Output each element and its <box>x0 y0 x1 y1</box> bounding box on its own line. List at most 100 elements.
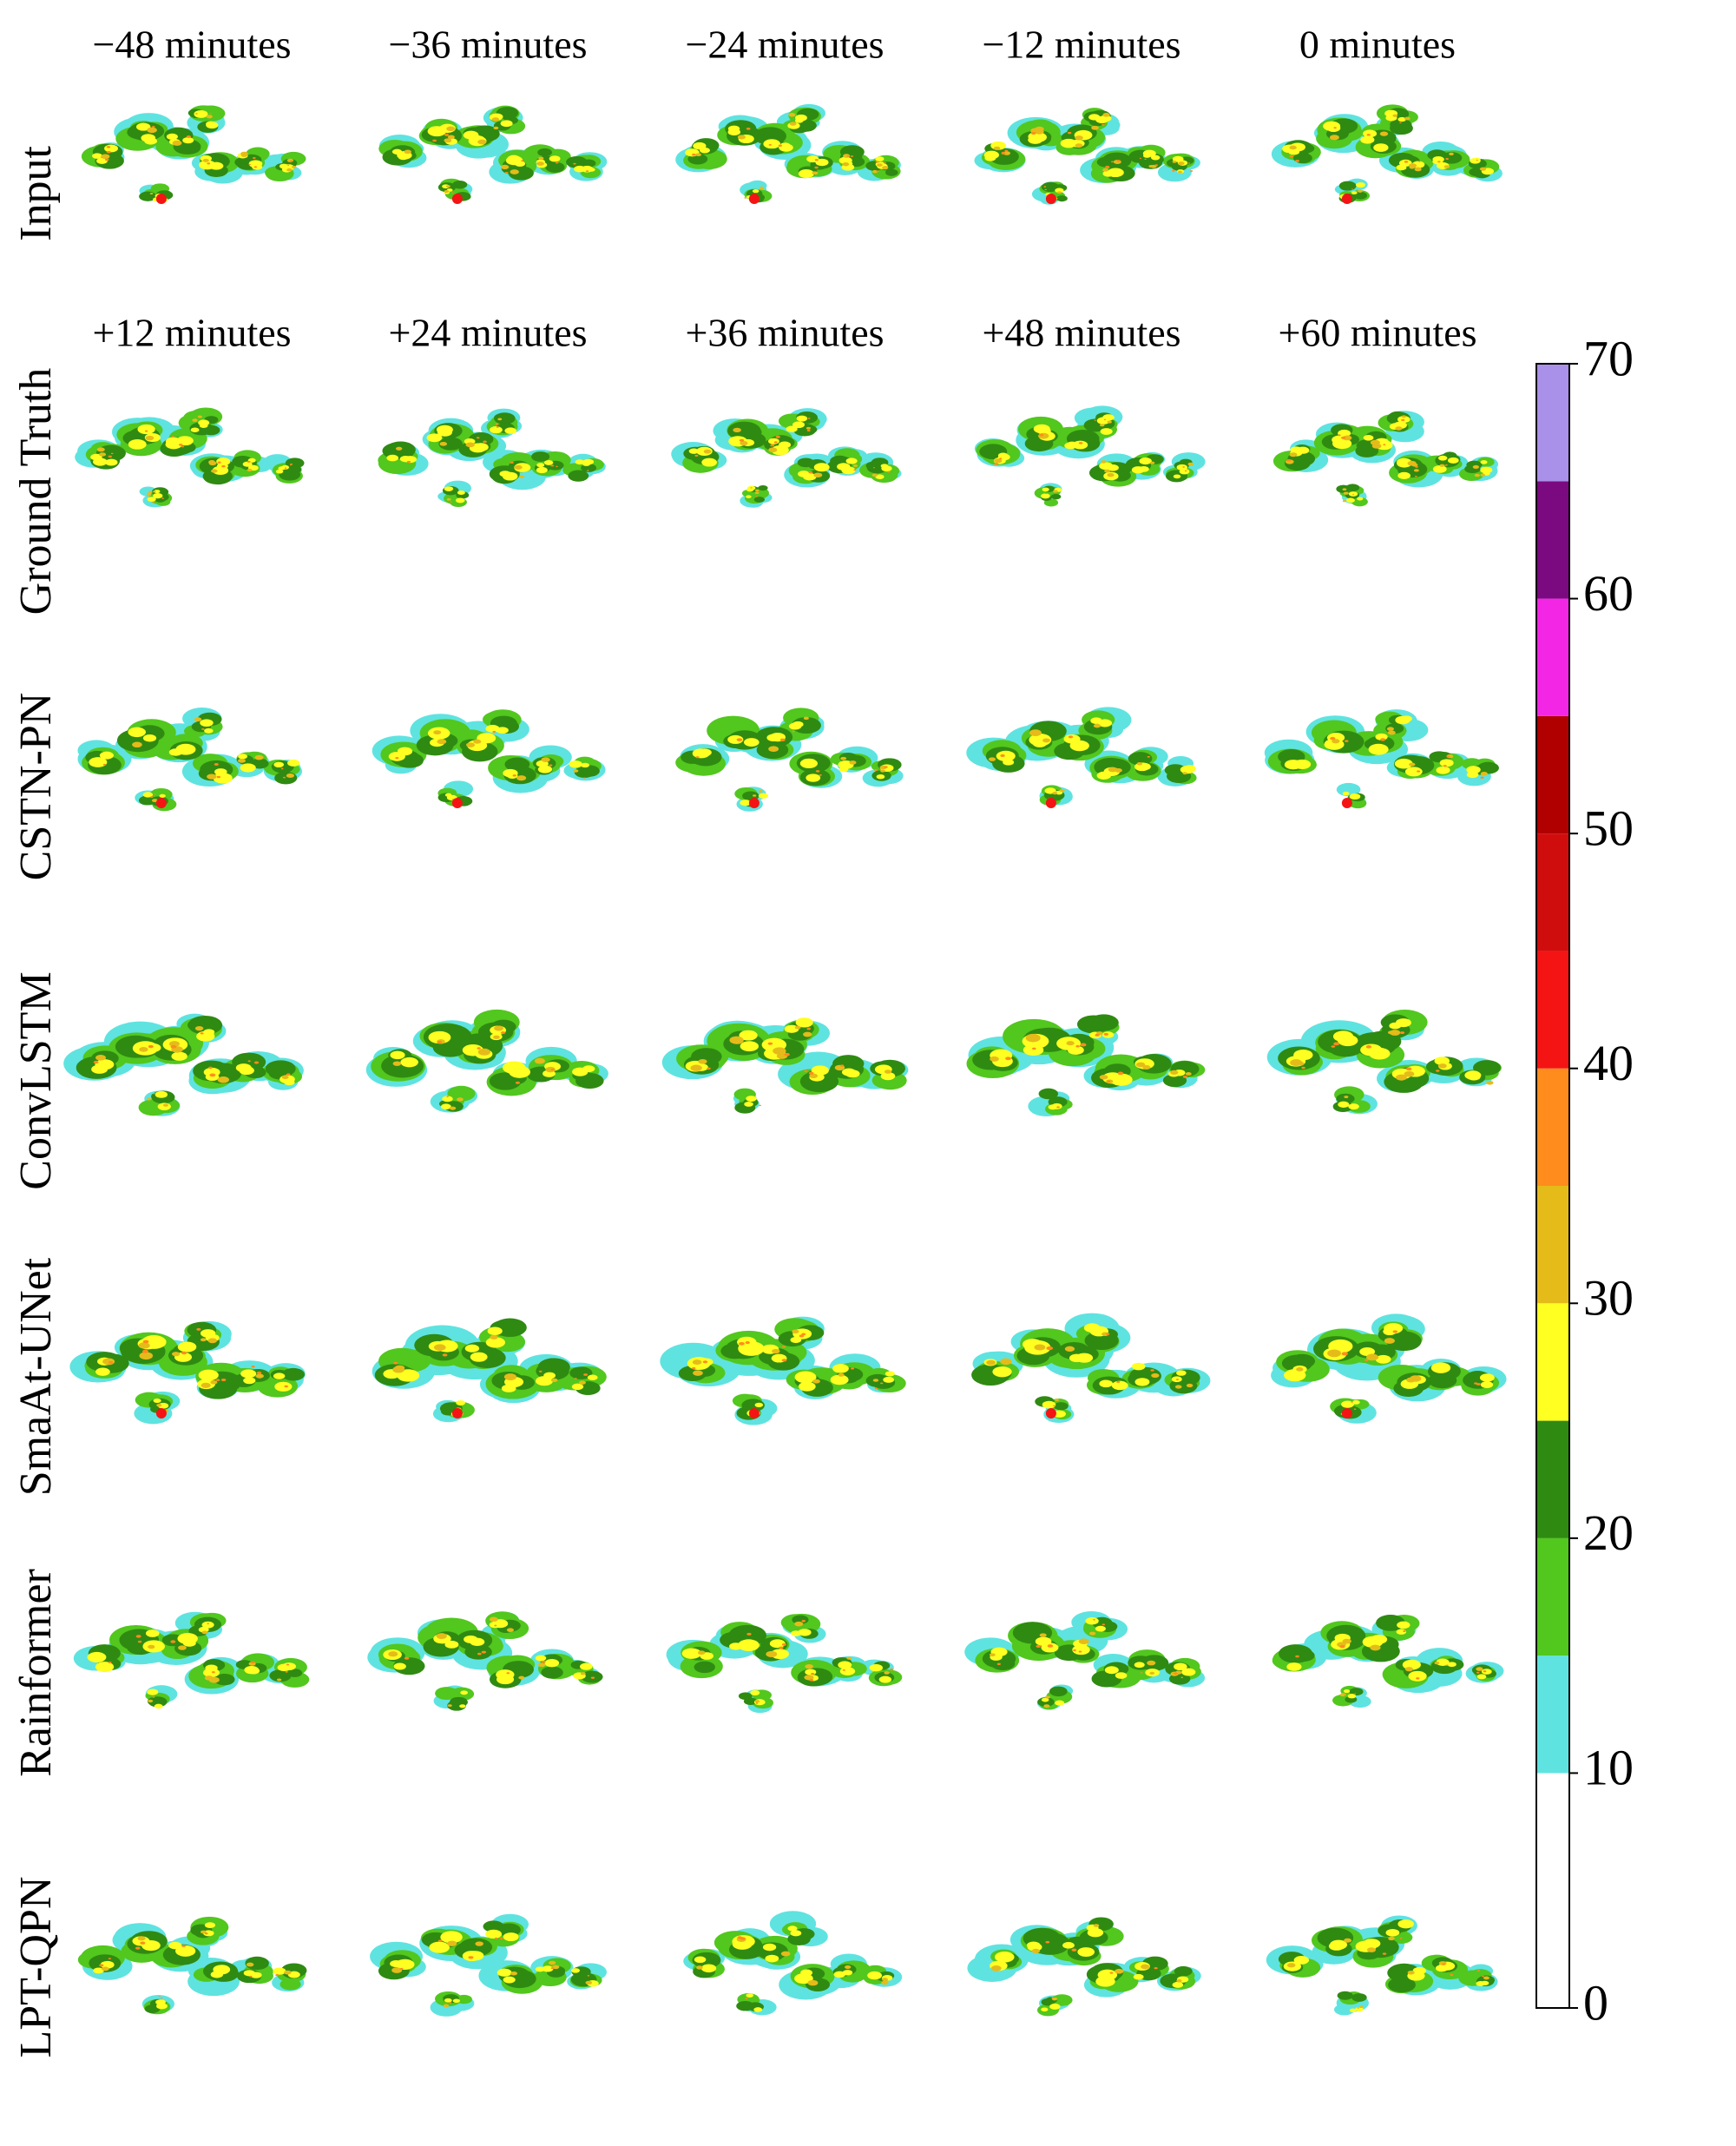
radar-echo <box>875 474 884 480</box>
radar-echo <box>850 155 854 157</box>
radar-echo <box>537 148 552 157</box>
radar-echo <box>692 153 696 156</box>
radar-echo <box>832 1364 849 1373</box>
radar-echo <box>739 1030 758 1041</box>
radar-echo <box>105 458 118 466</box>
radar-echo <box>794 1621 804 1627</box>
radar-echo <box>1172 161 1177 163</box>
radar-echo <box>1051 1997 1058 2001</box>
radar-echo <box>1055 1700 1065 1706</box>
radar-echo <box>881 465 892 472</box>
radar-echo <box>750 487 753 489</box>
radar-echo <box>1181 1668 1196 1676</box>
radar-echo <box>843 154 851 158</box>
radar-echo <box>251 1366 255 1368</box>
radar-echo <box>1097 719 1113 727</box>
radar-echo <box>1358 2005 1364 2008</box>
radar-echo <box>1480 1381 1494 1389</box>
radar-echo <box>570 1968 580 1973</box>
radar-echo <box>1052 792 1058 795</box>
radar-echo <box>1395 426 1403 431</box>
radar-echo <box>1343 1688 1351 1694</box>
radar-echo <box>1349 799 1367 809</box>
radar-echo <box>504 427 516 434</box>
radar-echo <box>729 1642 743 1650</box>
radar-echo <box>457 490 465 496</box>
column-label: −48 minutes <box>92 23 291 67</box>
radar-echo <box>1436 1658 1450 1666</box>
radar-echo <box>108 1661 112 1663</box>
radar-echo <box>393 1662 406 1670</box>
radar-echo <box>1154 164 1158 167</box>
radar-echo <box>429 1941 450 1953</box>
radar-echo <box>1354 1693 1357 1695</box>
radar-echo <box>281 1075 289 1080</box>
radar-echo <box>142 734 157 742</box>
radar-echo <box>447 135 455 140</box>
radar-echo <box>1404 161 1409 163</box>
radar-echo <box>806 1027 811 1030</box>
radar-panel <box>370 1913 608 2017</box>
column-label: +60 minutes <box>1278 311 1476 355</box>
radar-echo <box>702 1360 708 1364</box>
radar-echo <box>137 1936 146 1941</box>
radar-echo <box>1347 1694 1357 1699</box>
radar-echo <box>242 461 253 467</box>
radar-echo <box>884 1070 892 1074</box>
radar-echo <box>198 1369 219 1381</box>
radar-echo <box>156 2003 168 2010</box>
radar-echo <box>249 1975 253 1978</box>
radar-echo <box>171 1051 187 1061</box>
colorbar-segment <box>1536 715 1569 834</box>
radar-echo <box>748 798 760 808</box>
radar-echo <box>880 769 885 773</box>
radar-echo <box>1428 1372 1457 1389</box>
radar-echo <box>1085 1616 1099 1625</box>
radar-echo <box>204 1932 208 1935</box>
radar-echo <box>813 472 823 477</box>
colorbar-tick-label: 10 <box>1583 1740 1634 1796</box>
radar-echo <box>1143 153 1151 158</box>
radar-echo <box>1414 475 1417 477</box>
radar-echo <box>1187 462 1194 466</box>
radar-echo <box>194 109 208 118</box>
radar-echo <box>1388 1936 1395 1941</box>
radar-panel <box>974 405 1206 507</box>
radar-echo <box>503 1373 517 1380</box>
radar-echo <box>695 153 701 156</box>
radar-echo <box>1003 151 1011 155</box>
radar-echo <box>156 1403 162 1407</box>
radar-echo <box>487 1326 503 1336</box>
radar-echo <box>1342 488 1347 491</box>
row-label: ConvLSTM <box>11 971 61 1189</box>
radar-echo <box>1039 1633 1047 1637</box>
radar-echo <box>433 730 442 735</box>
radar-echo <box>475 1941 483 1946</box>
radar-echo <box>220 1378 227 1382</box>
radar-echo <box>693 142 707 150</box>
radar-echo <box>1406 1377 1416 1383</box>
radar-echo <box>194 1026 204 1031</box>
radar-echo <box>1055 1399 1060 1401</box>
radar-echo <box>535 1966 545 1972</box>
radar-echo <box>799 758 819 769</box>
radar-echo <box>1333 1042 1340 1046</box>
radar-echo <box>235 1063 252 1073</box>
radar-echo <box>493 126 499 130</box>
radar-echo <box>806 429 811 432</box>
radar-echo <box>1333 2004 1355 2016</box>
radar-echo <box>148 1699 154 1703</box>
radar-echo <box>93 1967 104 1974</box>
radar-echo <box>1332 739 1340 744</box>
radar-echo <box>1088 1014 1119 1031</box>
radar-echo <box>281 464 290 470</box>
radar-echo <box>197 415 202 418</box>
radar-echo <box>470 1352 488 1362</box>
radar-echo <box>1053 490 1058 493</box>
radar-echo <box>444 486 454 491</box>
radar-echo <box>247 468 253 472</box>
radar-echo <box>746 127 751 130</box>
colorbar-segment <box>1536 1656 1569 1774</box>
radar-echo <box>765 1954 779 1963</box>
